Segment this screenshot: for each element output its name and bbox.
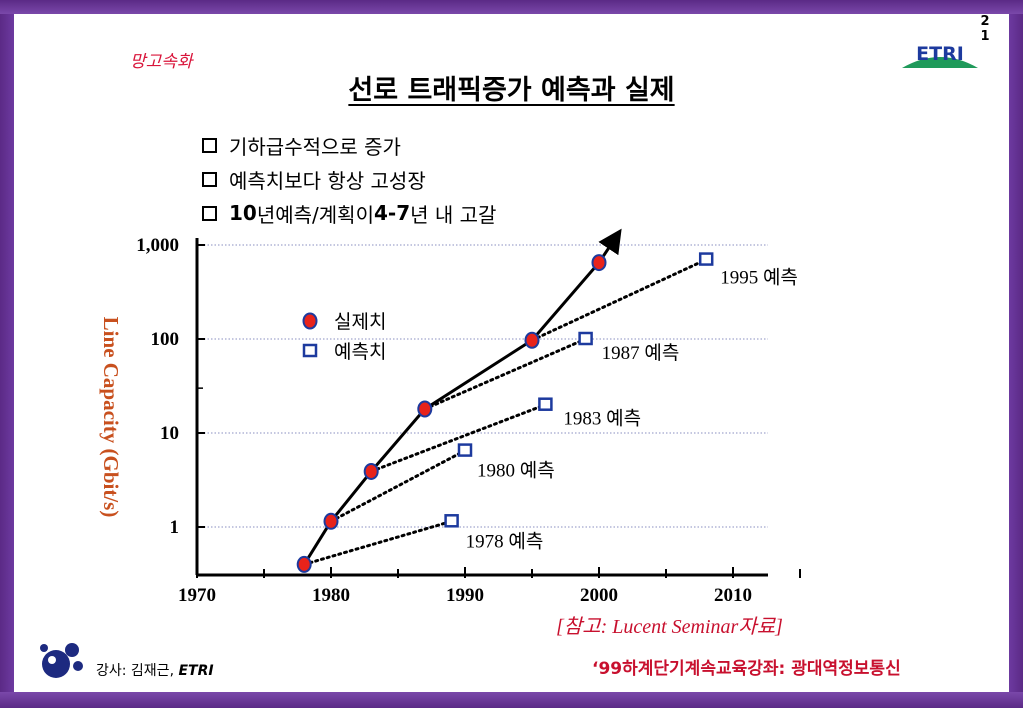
forecast-line — [530, 258, 708, 342]
x-tick-label: 1990 — [446, 585, 484, 606]
forecast-label: 1983 예측 — [563, 408, 641, 430]
forecast-label: 1980 예측 — [477, 460, 555, 482]
chart-grid — [197, 244, 768, 528]
forecast-label: 1987 예측 — [602, 342, 680, 364]
forecast-line — [302, 519, 454, 566]
reference-note: [참고: Lucent Seminar자료] — [556, 616, 783, 638]
forecast-line — [329, 449, 467, 523]
forecast-line — [369, 403, 547, 473]
etri-logo: ETRI — [902, 43, 978, 68]
forecast-marker — [578, 331, 593, 346]
brand-text: 망고속화 — [130, 52, 193, 72]
actual-marker — [323, 512, 339, 530]
footer-instructor-label: 강사: 김재근, — [96, 663, 179, 679]
checkbox-bullet-icon — [202, 137, 217, 153]
legend-forecast-marker — [302, 343, 318, 358]
page-title: 선로 트래픽증가 예측과 실제 — [348, 75, 675, 106]
forecast-marker — [538, 397, 553, 411]
x-tick-label: 1970 — [178, 585, 216, 606]
y-axis-label: Line Capacity (Gbit/s) — [99, 317, 123, 518]
actual-marker — [591, 254, 607, 272]
y-tick-label: 10 — [160, 423, 179, 444]
slide-frame-bottom — [0, 692, 1023, 708]
actual-marker — [524, 331, 540, 349]
mascot-logo — [40, 643, 83, 678]
forecast-lines — [302, 258, 708, 566]
chart-labels: 1978 예측 1980 예측 1983 예측 1987 예측 1995 예측 — [466, 267, 798, 553]
legend-actual-label: 실제치 — [334, 311, 386, 333]
bullet-list: 기하급수적으로 증가 예측치보다 항상 고성장 10 년예측/계획이 4-7 년… — [198, 128, 496, 230]
checkbox-bullet-icon — [202, 205, 217, 221]
bullet-text-number: 4-7 — [373, 201, 411, 225]
footer-instructor-org: ETRI — [178, 663, 214, 679]
bullet-text-number: 10 — [229, 201, 257, 225]
y-tick-label: 1,000 — [136, 235, 179, 256]
chart-axes: 1 10 100 1,000 1970 1980 1990 2000 2010 — [136, 235, 801, 606]
bullet-text: 기하급수적으로 증가 — [229, 134, 401, 159]
actual-marker — [363, 462, 379, 480]
bullet-item: 10 년예측/계획이 4-7 년 내 고갈 — [198, 196, 496, 230]
footer-instructor: 강사: 김재근, ETRI — [96, 660, 214, 680]
forecast-marker — [698, 252, 714, 266]
actual-marker — [296, 555, 312, 573]
bullet-text: 년예측/계획이 — [256, 202, 374, 227]
page-number: 2 1 — [980, 14, 990, 44]
etri-logo-text: ETRI — [916, 43, 964, 65]
bullet-item: 예측치보다 항상 고성장 — [198, 162, 496, 196]
checkbox-bullet-icon — [202, 171, 217, 187]
forecast-label: 1978 예측 — [466, 530, 544, 552]
footer-course: ‘99하계단기계속교육강좌: 광대역정보통신 — [592, 659, 901, 679]
chart-markers — [296, 252, 714, 573]
legend-actual-marker — [302, 312, 318, 330]
forecast-line — [423, 337, 588, 411]
x-tick-label: 1980 — [312, 585, 350, 606]
legend-forecast-label: 예측치 — [334, 341, 386, 363]
actual-line — [302, 228, 622, 566]
bullet-item: 기하급수적으로 증가 — [198, 128, 496, 162]
forecast-label: 1995 예측 — [720, 267, 798, 289]
actual-series — [302, 228, 622, 566]
slide-frame-top — [0, 0, 1023, 14]
y-tick-label: 1 — [170, 517, 180, 538]
x-tick-label: 2000 — [580, 585, 618, 606]
y-tick-label: 100 — [151, 329, 180, 350]
actual-marker — [417, 400, 433, 418]
bullet-text: 예측치보다 항상 고성장 — [229, 168, 426, 193]
forecast-marker — [457, 443, 473, 457]
forecast-marker — [444, 514, 459, 528]
bullet-text: 년 내 고갈 — [410, 202, 497, 227]
x-tick-label: 2010 — [714, 585, 752, 606]
